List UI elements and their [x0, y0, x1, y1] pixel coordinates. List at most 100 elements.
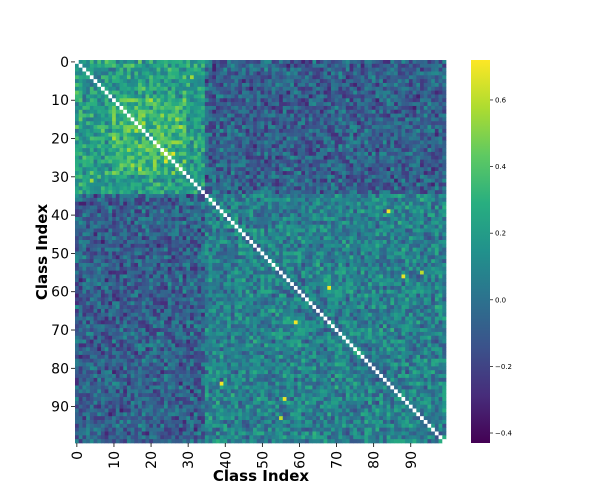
heatmap-cell	[438, 113, 443, 118]
heatmap-cell	[305, 105, 310, 111]
heatmap-cell	[275, 128, 280, 134]
heatmap-cell	[152, 167, 157, 172]
heatmap-cell	[86, 171, 91, 176]
heatmap-cell	[182, 67, 187, 72]
heatmap-cell	[223, 148, 228, 153]
heatmap-cell	[78, 186, 83, 191]
heatmap-cell	[416, 182, 421, 187]
heatmap-diagonal-cell	[175, 163, 180, 168]
heatmap-cell	[89, 90, 94, 95]
heatmap-cell	[234, 228, 239, 233]
heatmap-cell	[423, 247, 428, 252]
heatmap-cell	[141, 60, 146, 65]
heatmap-cell	[141, 174, 146, 180]
heatmap-cell	[434, 63, 439, 69]
heatmap-cell	[386, 228, 391, 233]
heatmap-cell	[204, 182, 209, 187]
heatmap-cell	[412, 217, 417, 222]
heatmap-cell	[152, 98, 157, 103]
heatmap-cell	[368, 201, 373, 206]
heatmap-cell	[420, 121, 425, 126]
heatmap-cell	[275, 190, 280, 195]
heatmap-cell	[104, 201, 109, 206]
heatmap-cell	[175, 125, 180, 130]
heatmap-cell	[204, 136, 209, 141]
heatmap-cell	[245, 178, 250, 183]
heatmap-cell	[227, 113, 232, 118]
heatmap-cell	[327, 217, 332, 222]
heatmap-cell	[301, 148, 306, 153]
heatmap-cell	[334, 98, 339, 103]
heatmap-cell	[342, 205, 347, 210]
heatmap-cell	[97, 132, 102, 137]
heatmap-cell	[89, 132, 94, 137]
heatmap-cell	[219, 63, 224, 69]
heatmap-cell	[112, 228, 117, 233]
heatmap-cell	[271, 121, 276, 126]
heatmap-cell	[156, 109, 161, 114]
heatmap-cell	[249, 128, 254, 134]
heatmap-cell	[334, 105, 339, 111]
heatmap-cell	[75, 240, 80, 245]
heatmap-cell	[82, 155, 87, 160]
heatmap-cell	[271, 86, 276, 91]
heatmap-cell	[100, 75, 106, 80]
heatmap-cell	[423, 140, 428, 145]
heatmap-cell	[416, 171, 421, 176]
heatmap-cell	[164, 109, 169, 114]
heatmap-cell	[78, 71, 83, 76]
heatmap-cell	[390, 79, 395, 84]
heatmap-cell	[123, 178, 128, 183]
heatmap-cell	[360, 163, 365, 168]
heatmap-cell	[223, 167, 228, 172]
heatmap-cell	[353, 90, 358, 95]
heatmap-diagonal-cell	[164, 151, 169, 157]
heatmap-cell	[256, 159, 261, 164]
heatmap-cell	[78, 217, 83, 222]
heatmap-cell	[293, 201, 298, 206]
heatmap-cell	[368, 75, 373, 80]
heatmap-cell	[338, 125, 343, 130]
heatmap-cell	[342, 98, 347, 103]
heatmap-cell	[334, 228, 339, 233]
heatmap-cell	[427, 67, 432, 72]
heatmap-cell	[412, 117, 417, 122]
heatmap-cell	[297, 148, 302, 153]
heatmap-cell	[149, 86, 154, 91]
heatmap-cell	[249, 105, 254, 111]
heatmap-cell	[353, 151, 358, 157]
heatmap-cell	[219, 148, 224, 153]
heatmap-cell	[420, 159, 425, 164]
heatmap-cell	[234, 86, 239, 91]
heatmap-cell	[245, 109, 250, 114]
heatmap-cell	[260, 102, 265, 107]
heatmap-cell	[319, 75, 324, 80]
heatmap-cell	[323, 102, 328, 107]
heatmap-cell	[219, 128, 224, 134]
heatmap-cell	[204, 171, 209, 176]
heatmap-cell	[204, 197, 209, 203]
heatmap-cell	[256, 190, 261, 195]
heatmap-cell	[279, 82, 284, 88]
heatmap-cell	[394, 79, 399, 84]
heatmap-cell	[390, 67, 395, 72]
heatmap-cell	[338, 163, 343, 168]
heatmap-cell	[342, 159, 347, 164]
heatmap-cell	[305, 67, 310, 72]
heatmap-diagonal-cell	[238, 228, 243, 233]
heatmap-cell	[368, 182, 373, 187]
heatmap-cell	[420, 113, 425, 118]
heatmap-cell	[431, 190, 436, 195]
heatmap-diagonal-cell	[204, 194, 209, 199]
heatmap-cell	[356, 63, 362, 69]
heatmap-cell	[115, 232, 120, 237]
heatmap-cell	[353, 82, 358, 88]
heatmap-cell	[356, 140, 362, 145]
heatmap-cell	[82, 220, 87, 226]
heatmap-cell	[249, 213, 254, 218]
heatmap-cell	[293, 159, 298, 164]
heatmap-cell	[219, 186, 224, 191]
heatmap-cell	[130, 217, 135, 222]
heatmap-cell	[423, 113, 428, 118]
heatmap-cell	[338, 174, 343, 180]
